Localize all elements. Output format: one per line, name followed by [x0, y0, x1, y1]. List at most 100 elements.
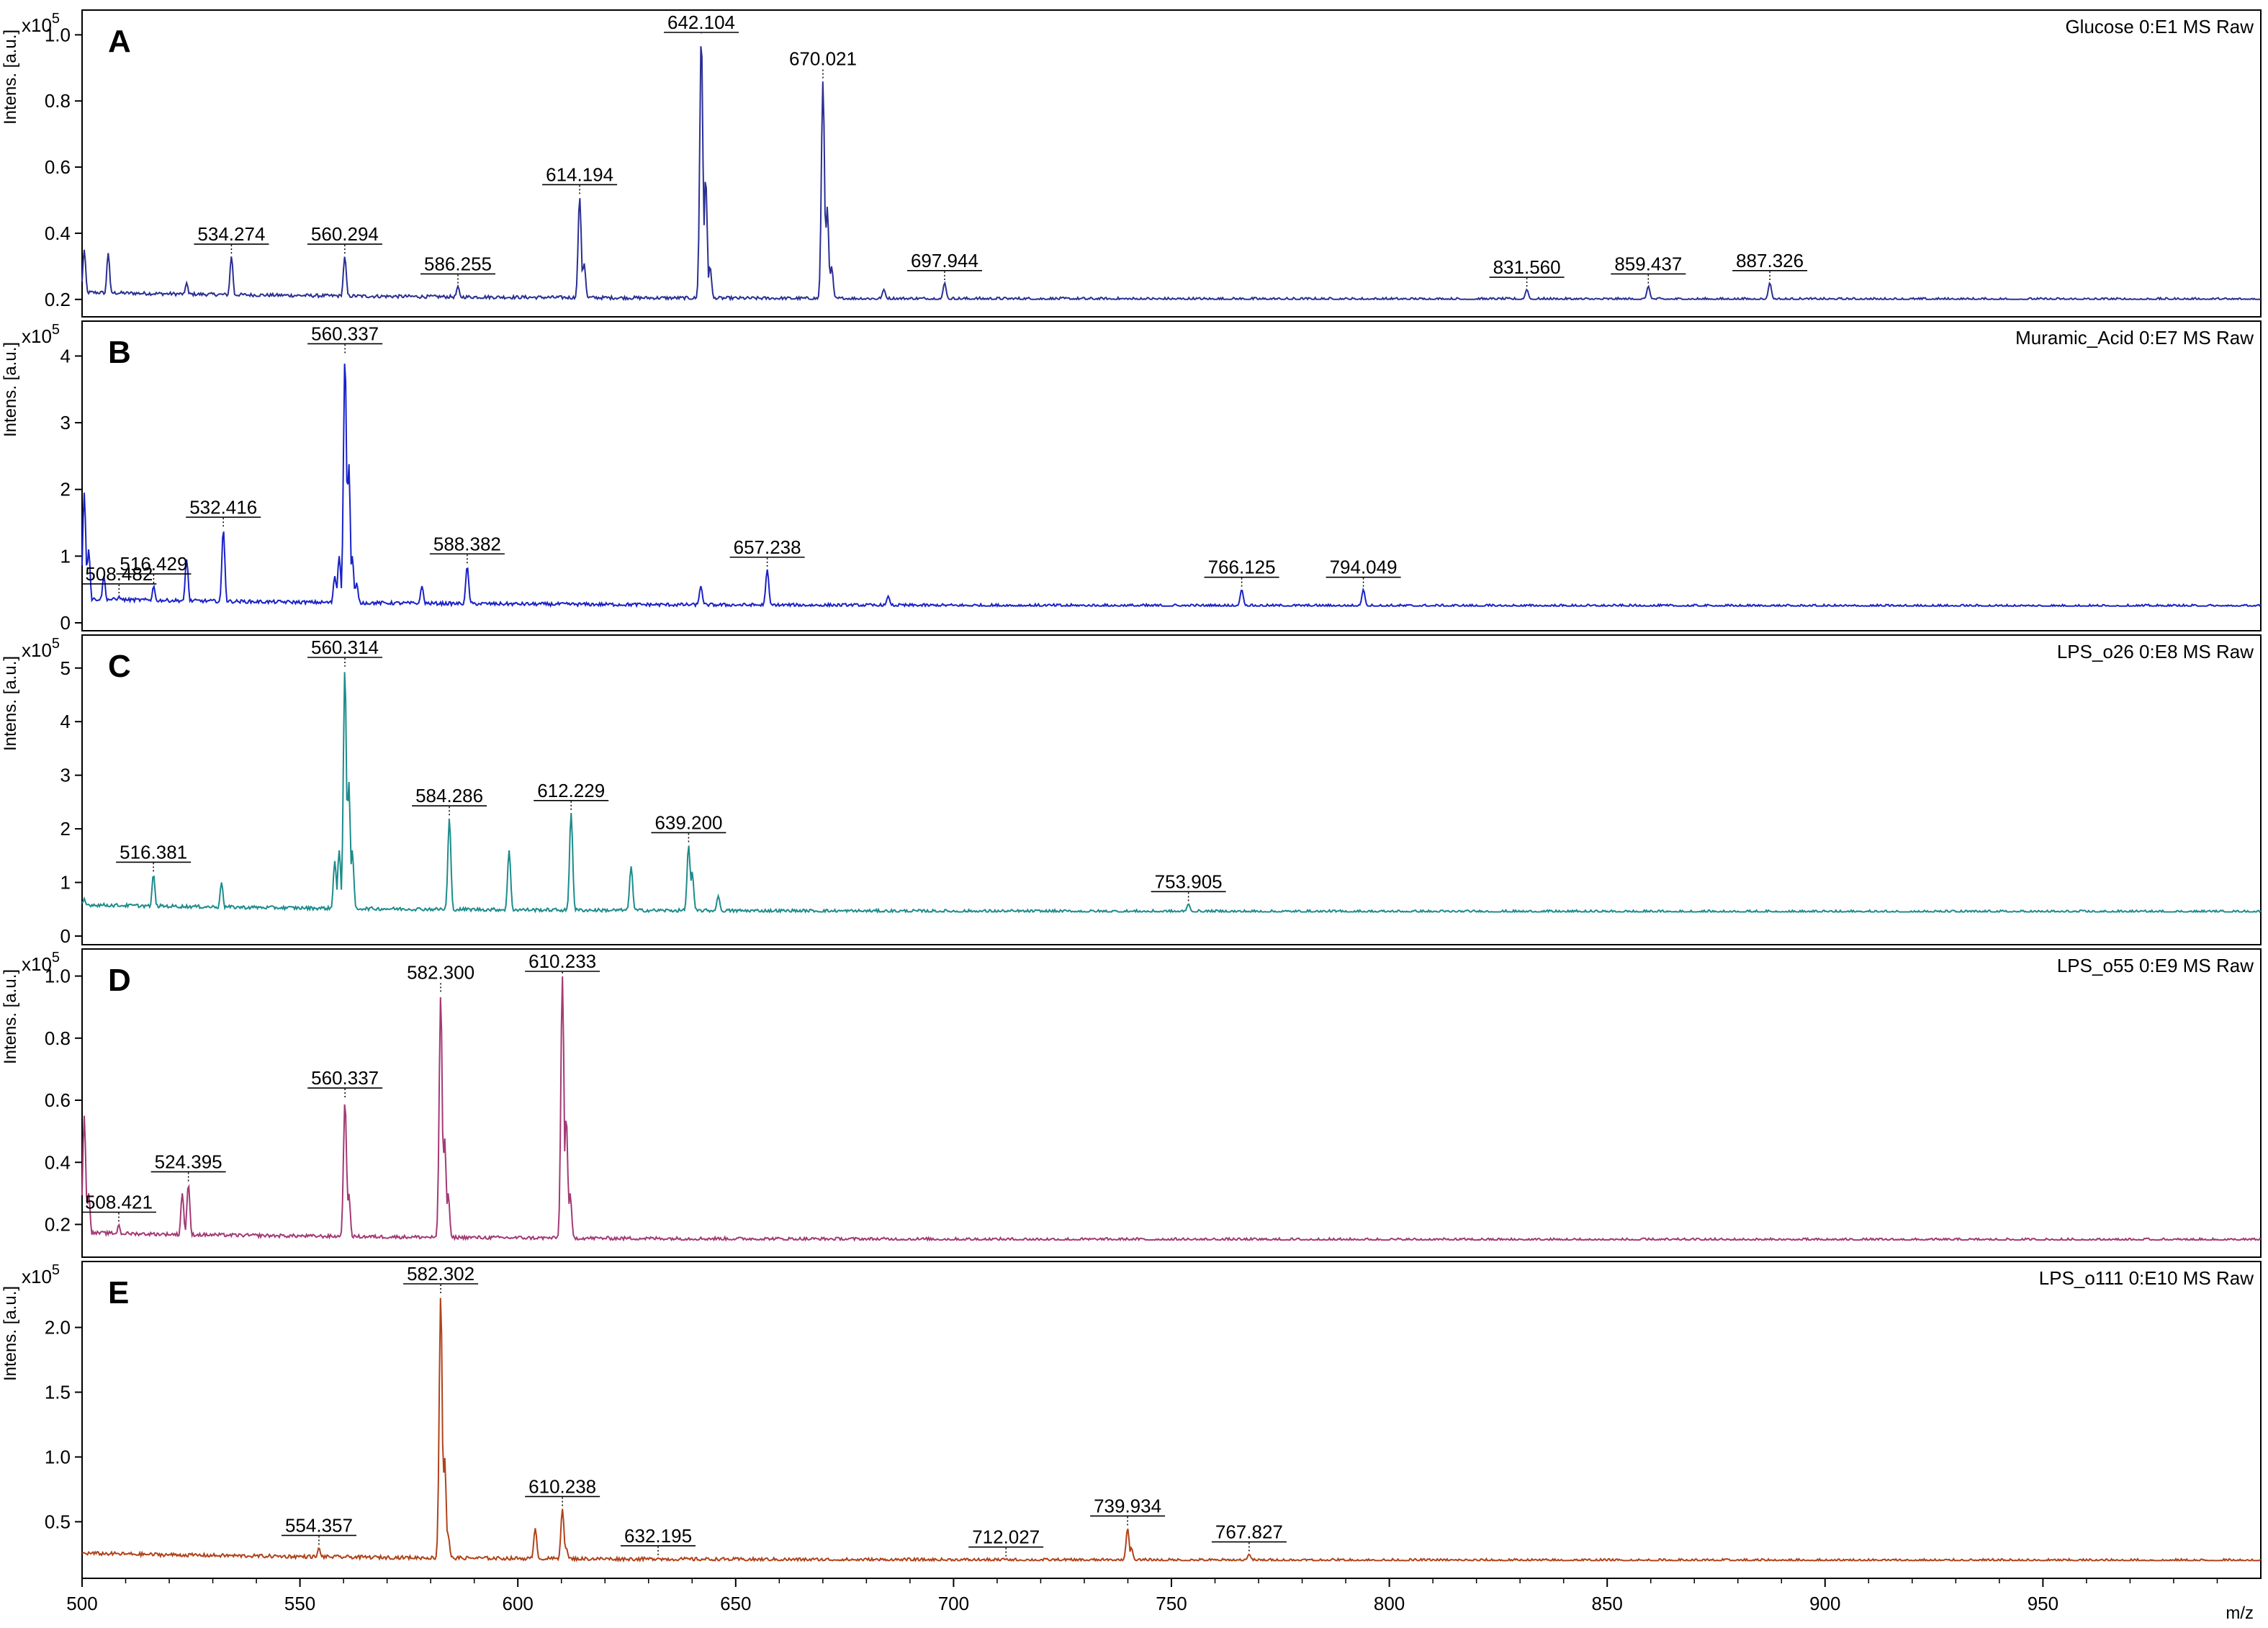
- panel-frame: [81, 1261, 2262, 1579]
- peak-label: 524.395: [155, 1151, 222, 1172]
- spectrum-trace: [81, 1298, 2262, 1563]
- y-multiplier-base: x10: [22, 1266, 52, 1287]
- peak-label: 657.238: [734, 536, 801, 558]
- spectrum-panel-b: 0 1 2 3 4 Intens. [a.u.]x105 B Muramic_Acid 0:E…: [1, 320, 2262, 634]
- spectrum-panel-d: 0.2 0.4 0.6 0.8 1.0 Intens. [a.u.]x105 D LPS_o5…: [1, 948, 2262, 1258]
- y-tick-label: 0.4: [45, 222, 71, 244]
- spectrum-panel-e: 0.5 1.0 1.5 2.0 Intens. [a.u.]x105 E LPS_o111 …: [1, 1261, 2262, 1579]
- y-tick-label: 5: [60, 657, 71, 679]
- peak-label: 697.944: [911, 250, 978, 271]
- peak-label: 586.255: [424, 253, 492, 274]
- panel-title: Muramic_Acid 0:E7 MS Raw: [2015, 327, 2254, 348]
- panel-title: LPS_o55 0:E9 MS Raw: [2057, 955, 2254, 976]
- peak-label: 639.200: [654, 811, 722, 833]
- y-tick-label: 0.6: [45, 1089, 71, 1111]
- y-tick-label: 0.4: [45, 1151, 71, 1173]
- y-multiplier-exponent: 5: [52, 636, 60, 652]
- y-tick-label: 4: [60, 345, 71, 366]
- peak-label: 588.382: [433, 533, 501, 554]
- y-tick-label: 4: [60, 711, 71, 732]
- y-tick-label: 0: [60, 612, 71, 634]
- panel-letter: D: [108, 963, 131, 998]
- peak-label: 632.195: [624, 1525, 692, 1547]
- y-multiplier-exponent: 5: [52, 950, 60, 966]
- y-tick-label: 1.0: [45, 24, 71, 45]
- peak-label: 610.233: [528, 950, 596, 972]
- peak-label: 753.905: [1155, 871, 1223, 892]
- peak-label: 560.337: [311, 323, 379, 344]
- peak-label: 582.300: [407, 961, 474, 983]
- y-multiplier: x105: [22, 636, 60, 661]
- peak-label: 887.326: [1736, 250, 1804, 271]
- y-tick-label: 1: [60, 872, 71, 894]
- x-tick-label: 900: [1809, 1593, 1840, 1614]
- peak-label: 560.314: [311, 637, 379, 658]
- peak-label: 508.421: [85, 1192, 153, 1213]
- x-tick-label: 700: [938, 1593, 969, 1614]
- panel-frame: [81, 634, 2262, 945]
- y-multiplier-base: x10: [22, 14, 52, 36]
- y-multiplier: x105: [22, 322, 60, 347]
- peak-label: 831.560: [1493, 256, 1561, 278]
- x-tick-label: 600: [503, 1593, 534, 1614]
- peak-label: 516.429: [120, 553, 187, 575]
- panel-frame: [81, 948, 2262, 1258]
- x-axis: 500 550 600 650 700 750 800 850 900 950 m/z: [66, 1578, 2254, 1623]
- peak-label: 612.229: [537, 780, 605, 801]
- y-tick-label: 1: [60, 545, 71, 567]
- y-multiplier: x105: [22, 1262, 60, 1287]
- y-tick-label: 0.2: [45, 289, 71, 310]
- panel-letter: E: [108, 1275, 129, 1310]
- y-multiplier-base: x10: [22, 325, 52, 347]
- y-tick-label: 1.5: [45, 1382, 71, 1403]
- x-tick-label: 800: [1374, 1593, 1405, 1614]
- y-axis-label: Intens. [a.u.]: [1, 1286, 20, 1381]
- y-tick-label: 0.8: [45, 1027, 71, 1049]
- spectrum-trace: [81, 363, 2262, 608]
- y-tick-label: 0.6: [45, 156, 71, 178]
- y-tick-label: 2: [60, 479, 71, 500]
- x-axis-label: m/z: [2226, 1604, 2254, 1623]
- peak-label: 767.827: [1215, 1521, 1283, 1542]
- peak-label: 610.238: [528, 1475, 596, 1497]
- y-axis-label: Intens. [a.u.]: [1, 30, 20, 125]
- peak-label: 532.416: [189, 496, 257, 518]
- peak-label: 670.021: [789, 48, 857, 70]
- y-tick-label: 1.0: [45, 966, 71, 987]
- peak-label: 859.437: [1614, 253, 1682, 274]
- y-multiplier-base: x10: [22, 953, 52, 975]
- y-multiplier-exponent: 5: [52, 1262, 60, 1278]
- panel-frame: [81, 9, 2262, 318]
- x-tick-label: 500: [66, 1593, 97, 1614]
- x-tick-label: 950: [2028, 1593, 2058, 1614]
- peak-label: 584.286: [415, 785, 483, 806]
- peak-label: 642.104: [667, 12, 735, 33]
- y-tick-label: 2: [60, 818, 71, 840]
- y-multiplier-exponent: 5: [52, 11, 60, 27]
- y-multiplier-base: x10: [22, 639, 52, 661]
- y-tick-label: 1.0: [45, 1446, 71, 1467]
- panel-title: Glucose 0:E1 MS Raw: [2065, 16, 2254, 37]
- y-tick-label: 0.5: [45, 1511, 71, 1532]
- peak-label: 614.194: [546, 163, 613, 185]
- peak-label: 582.302: [407, 1263, 474, 1285]
- peak-label: 560.337: [311, 1067, 379, 1089]
- y-axis-label: Intens. [a.u.]: [1, 656, 20, 751]
- panel-title: LPS_o111 0:E10 MS Raw: [2039, 1267, 2254, 1289]
- peak-label: 560.294: [311, 223, 379, 245]
- peak-label: 794.049: [1330, 557, 1398, 578]
- peak-label: 534.274: [197, 223, 265, 245]
- peak-label: 712.027: [972, 1526, 1040, 1548]
- spectrum-panel-a: 0.2 0.4 0.6 0.8 1.0 Intens. [a.u.]x105 A Glucos…: [1, 9, 2262, 318]
- peak-label: 766.125: [1208, 557, 1276, 578]
- x-tick-label: 850: [1592, 1593, 1623, 1614]
- y-tick-label: 0.8: [45, 90, 71, 112]
- panel-letter: A: [108, 24, 131, 59]
- y-axis-label: Intens. [a.u.]: [1, 342, 20, 437]
- y-tick-label: 0: [60, 925, 71, 947]
- panel-letter: B: [108, 335, 131, 370]
- x-tick-label: 550: [284, 1593, 315, 1614]
- spectrum-trace: [81, 672, 2262, 914]
